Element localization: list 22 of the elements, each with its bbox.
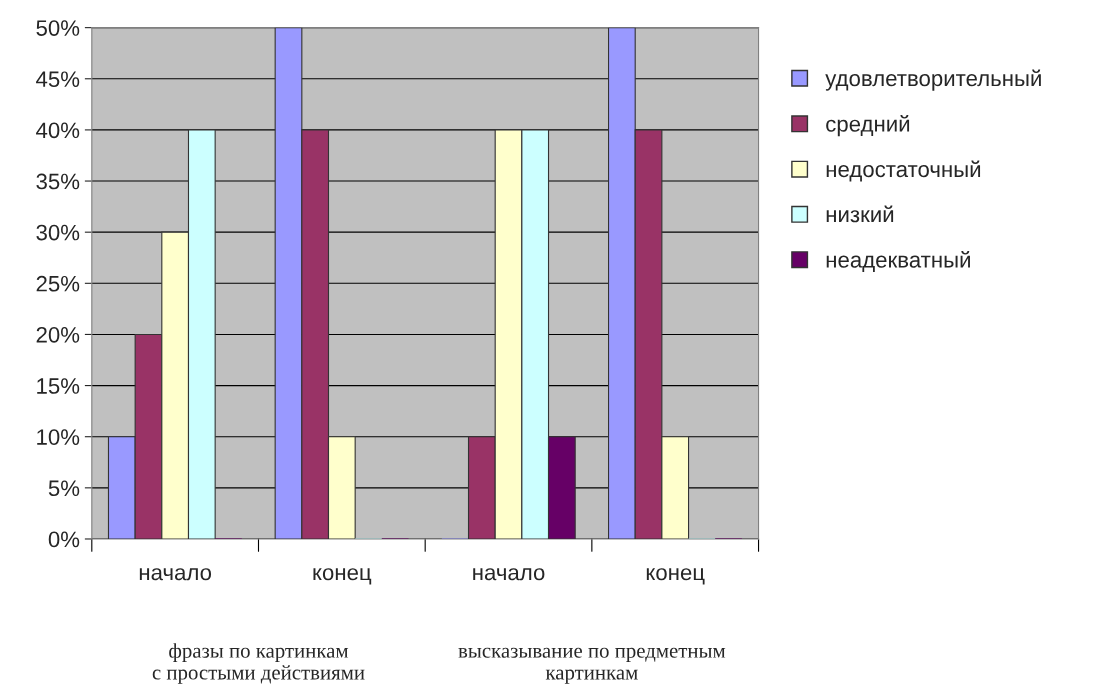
y-tick-label: 20% xyxy=(36,326,80,343)
y-tick-label: 15% xyxy=(37,378,80,394)
x-tick-label: конец xyxy=(646,568,705,585)
y-tick-label: 5% xyxy=(48,480,80,497)
y-tick-label: 10% xyxy=(37,429,80,445)
legend-label: низкий xyxy=(826,205,894,223)
y-tick-label: 0% xyxy=(48,531,80,548)
y-tick-label: 25% xyxy=(36,275,80,292)
text: высказывание по предметным картинкам xyxy=(458,647,726,684)
legend-label: неадекватный xyxy=(826,250,970,272)
text: фразы по картинкам с простыми действиями xyxy=(152,643,365,684)
legend-label: средний xyxy=(826,115,910,137)
x-tick-label: начало xyxy=(139,568,212,581)
y-tick-label: 45% xyxy=(36,71,80,88)
y-tick-label: 50% xyxy=(36,20,80,36)
y-tick-label: 40% xyxy=(36,122,80,139)
legend-label: недостаточный xyxy=(826,160,981,182)
x-tick-label: начало xyxy=(473,568,545,581)
x-tick-label: конец xyxy=(313,568,372,585)
y-tick-label: 35% xyxy=(36,173,80,190)
legend-label: удовлетворительный xyxy=(825,69,1041,91)
y-tick-label: 30% xyxy=(36,224,80,241)
